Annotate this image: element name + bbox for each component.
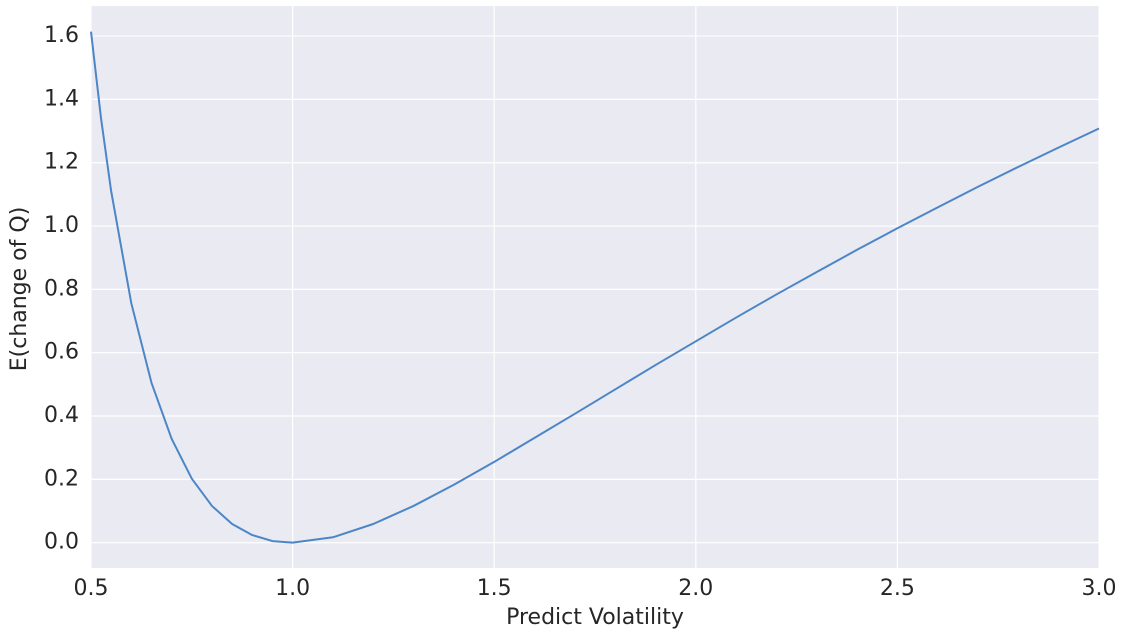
y-tick-label: 0.4 bbox=[44, 403, 79, 428]
y-tick-label: 0.0 bbox=[44, 530, 79, 555]
y-tick-label: 1.4 bbox=[44, 86, 79, 111]
plot-background bbox=[91, 6, 1099, 568]
y-tick-label: 0.6 bbox=[44, 340, 79, 365]
data-line bbox=[90, 31, 1100, 544]
x-tick-label: 2.0 bbox=[678, 576, 713, 601]
y-tick-label: 1.0 bbox=[44, 213, 79, 238]
x-tick-label: 3.0 bbox=[1082, 576, 1117, 601]
y-tick-label: 0.8 bbox=[44, 276, 79, 301]
y-tick-label: 1.6 bbox=[44, 23, 79, 48]
x-axis-label: Predict Volatility bbox=[506, 605, 684, 630]
x-tick-label: 1.0 bbox=[275, 576, 310, 601]
x-tick-label: 1.5 bbox=[477, 576, 512, 601]
y-tick-label: 1.2 bbox=[44, 150, 79, 175]
x-tick-label: 2.5 bbox=[880, 576, 915, 601]
y-tick-label: 0.2 bbox=[44, 466, 79, 491]
y-axis-label: E(change of Q) bbox=[7, 207, 32, 372]
x-tick-label: 0.5 bbox=[74, 576, 109, 601]
